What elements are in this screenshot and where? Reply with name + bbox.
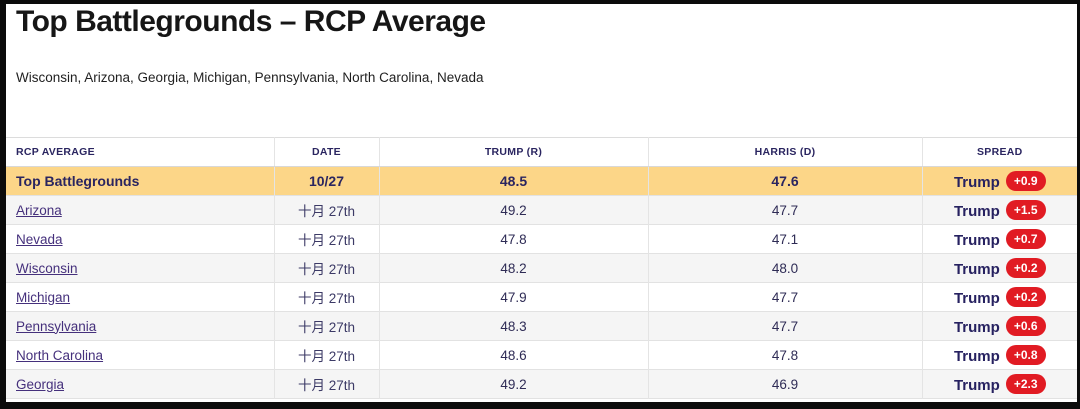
state-row: Georgia 十月 27th 49.2 46.9 Trump +2.3	[6, 369, 1077, 399]
column-header-spread: SPREAD	[921, 137, 1077, 167]
state-harris: 46.9	[647, 369, 922, 399]
table-body: Top Battlegrounds 10/27 48.5 47.6 Trump +…	[6, 166, 1077, 399]
state-link[interactable]: Wisconsin	[16, 260, 78, 276]
column-header-date: DATE	[273, 137, 379, 167]
state-date: 十月 27th	[273, 311, 379, 341]
state-harris: 47.7	[647, 195, 922, 225]
table-header: RCP AVERAGE DATE TRUMP (R) HARRIS (D) SP…	[6, 137, 1077, 167]
spread-leader: Trump	[953, 377, 1000, 394]
state-row: Pennsylvania 十月 27th 48.3 47.7 Trump +0.6	[6, 311, 1077, 341]
spread-margin-badge: +2.3	[1005, 374, 1046, 394]
spread-margin-badge: +1.5	[1005, 200, 1046, 220]
state-link[interactable]: North Carolina	[16, 347, 104, 363]
state-row: Wisconsin 十月 27th 48.2 48.0 Trump +0.2	[6, 253, 1077, 283]
state-row: Michigan 十月 27th 47.9 47.7 Trump +0.2	[6, 282, 1077, 312]
page-title: Top Battlegrounds – RCP Average	[16, 5, 486, 38]
spread-margin-badge: +0.7	[1005, 229, 1046, 249]
summary-row-top-battlegrounds: Top Battlegrounds 10/27 48.5 47.6 Trump +…	[6, 166, 1077, 196]
state-date: 十月 27th	[273, 195, 379, 225]
state-date: 十月 27th	[273, 224, 379, 254]
state-spread: Trump +0.2	[921, 282, 1077, 312]
state-date: 十月 27th	[273, 369, 379, 399]
state-trump: 48.2	[378, 253, 648, 283]
state-harris: 47.8	[647, 340, 922, 370]
column-header-rcp-average: RCP AVERAGE	[6, 137, 274, 167]
state-trump: 49.2	[378, 195, 648, 225]
state-date: 十月 27th	[273, 340, 379, 370]
column-header-trump: TRUMP (R)	[378, 137, 648, 167]
spread-leader: Trump	[953, 319, 1000, 336]
state-spread: Trump +0.2	[921, 253, 1077, 283]
state-date: 十月 27th	[273, 253, 379, 283]
table-header-row: RCP AVERAGE DATE TRUMP (R) HARRIS (D) SP…	[6, 137, 1077, 167]
state-trump: 47.8	[378, 224, 648, 254]
summary-date: 10/27	[273, 166, 379, 196]
state-harris: 47.7	[647, 282, 922, 312]
rcp-average-table: RCP AVERAGE DATE TRUMP (R) HARRIS (D) SP…	[6, 137, 1077, 399]
state-trump: 48.6	[378, 340, 648, 370]
state-harris: 48.0	[647, 253, 922, 283]
state-link[interactable]: Michigan	[16, 289, 71, 305]
state-row: North Carolina 十月 27th 48.6 47.8 Trump +0…	[6, 340, 1077, 370]
state-spread: Trump +1.5	[921, 195, 1077, 225]
summary-name: Top Battlegrounds	[16, 173, 140, 189]
state-row: Arizona 十月 27th 49.2 47.7 Trump +1.5	[6, 195, 1077, 225]
state-trump: 48.3	[378, 311, 648, 341]
spread-leader: Trump	[953, 203, 1000, 220]
state-link[interactable]: Pennsylvania	[16, 318, 97, 334]
spread-leader: Trump	[953, 232, 1000, 249]
spread-leader: Trump	[953, 348, 1000, 365]
page-subtitle: Wisconsin, Arizona, Georgia, Michigan, P…	[16, 70, 484, 85]
summary-harris: 47.6	[647, 166, 922, 196]
column-header-harris: HARRIS (D)	[647, 137, 922, 167]
spread-margin-badge: +0.6	[1005, 316, 1046, 336]
state-trump: 49.2	[378, 369, 648, 399]
state-harris: 47.7	[647, 311, 922, 341]
spread-leader: Trump	[953, 290, 1000, 307]
state-link[interactable]: Georgia	[16, 376, 65, 392]
state-spread: Trump +0.6	[921, 311, 1077, 341]
summary-spread: Trump +0.9	[921, 166, 1077, 196]
spread-margin-badge: +0.2	[1005, 287, 1046, 307]
state-spread: Trump +0.7	[921, 224, 1077, 254]
page-content: Top Battlegrounds – RCP Average Wisconsi…	[6, 4, 1077, 402]
spread-leader: Trump	[953, 174, 1000, 191]
state-row: Nevada 十月 27th 47.8 47.1 Trump +0.7	[6, 224, 1077, 254]
state-date: 十月 27th	[273, 282, 379, 312]
spread-margin-badge: +0.9	[1005, 171, 1046, 191]
state-link[interactable]: Nevada	[16, 231, 63, 247]
state-trump: 47.9	[378, 282, 648, 312]
summary-trump: 48.5	[378, 166, 648, 196]
state-spread: Trump +2.3	[921, 369, 1077, 399]
state-link[interactable]: Arizona	[16, 202, 62, 218]
state-spread: Trump +0.8	[921, 340, 1077, 370]
spread-margin-badge: +0.8	[1005, 345, 1046, 365]
state-harris: 47.1	[647, 224, 922, 254]
spread-margin-badge: +0.2	[1005, 258, 1046, 278]
spread-leader: Trump	[953, 261, 1000, 278]
